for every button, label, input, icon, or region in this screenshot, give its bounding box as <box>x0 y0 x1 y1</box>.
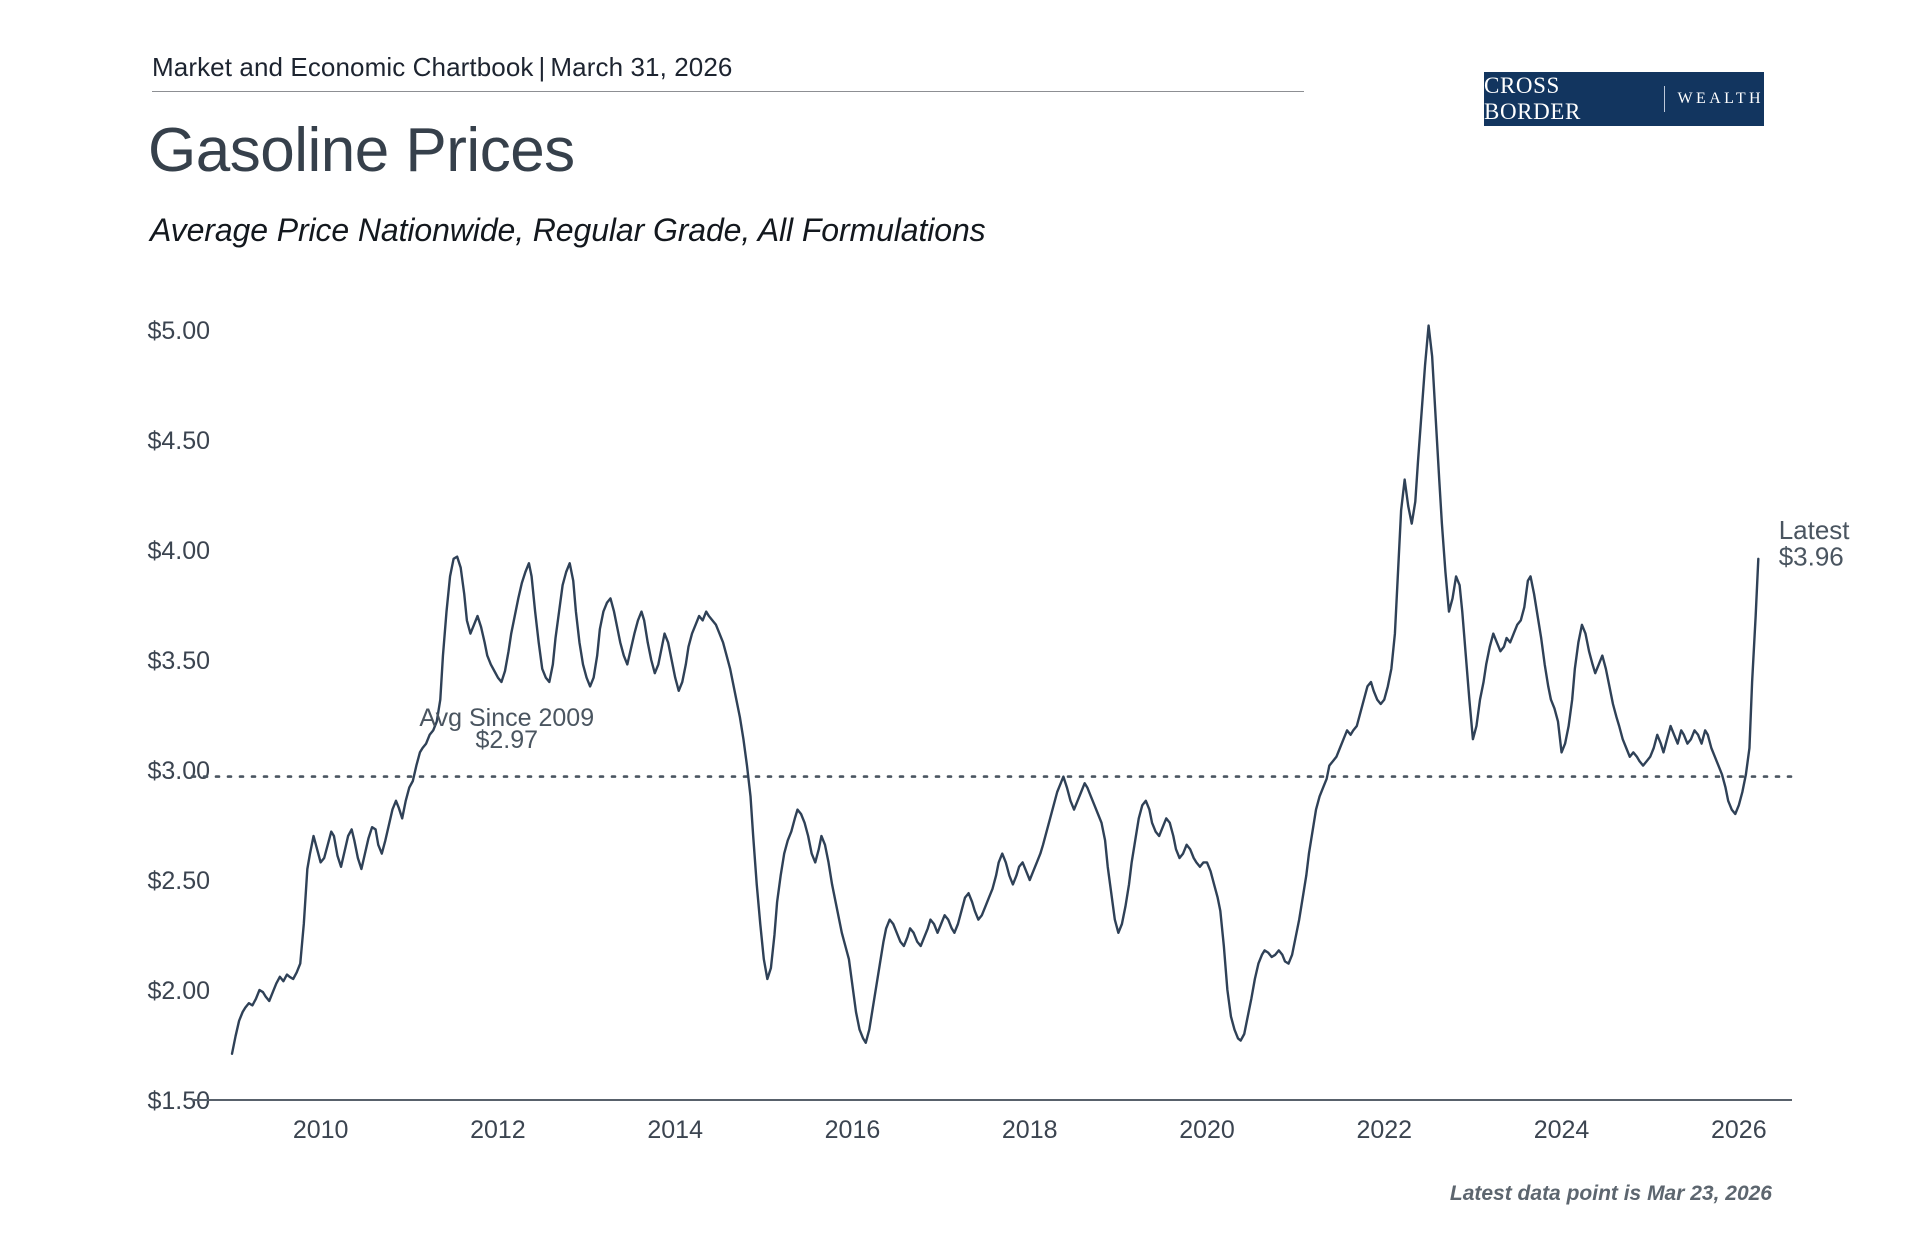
header-block: Market and Economic Chartbook | March 31, … <box>152 52 1304 92</box>
x-tick-label: 2010 <box>293 1116 349 1144</box>
y-tick-label: $4.50 <box>147 427 210 455</box>
x-tick-label: 2026 <box>1711 1116 1767 1144</box>
x-tick-label: 2022 <box>1356 1116 1412 1144</box>
x-tick-label: 2018 <box>1002 1116 1058 1144</box>
avg-since-2009-label: Avg Since 2009 <box>419 704 594 732</box>
latest-label: Latest <box>1779 515 1851 545</box>
y-tick-label: $4.00 <box>147 537 210 565</box>
y-tick-label: $3.50 <box>147 647 210 675</box>
kicker-date: March 31, 2026 <box>550 52 733 82</box>
logo-divider <box>1663 86 1665 112</box>
header-divider <box>152 91 1304 92</box>
x-axis-tick-labels: 2010 2012 2014 2016 2018 2020 2022 2024 2026 <box>293 1116 1767 1144</box>
x-tick-label: 2020 <box>1179 1116 1235 1144</box>
logo-sub-text: WEALTH <box>1677 90 1764 107</box>
company-logo: CROSS BORDER WEALTH <box>1484 72 1764 126</box>
latest-value: $3.96 <box>1779 541 1844 571</box>
avg-since-2009-value: $2.97 <box>475 726 538 754</box>
price-line-series <box>230 324 1760 1055</box>
y-axis-tick-labels: $5.00$4.50$4.00$3.50$3.00$2.50$2.00$1.50 <box>147 317 210 1115</box>
logo-inner: CROSS BORDER WEALTH <box>1484 73 1764 125</box>
y-tick-label: $5.00 <box>147 317 210 345</box>
page-title: Gasoline Prices <box>148 116 575 185</box>
x-tick-label: 2012 <box>470 1116 526 1144</box>
page-subtitle: Average Price Nationwide, Regular Grade,… <box>150 212 986 248</box>
x-tick-label: 2014 <box>647 1116 703 1144</box>
logo-main-text: CROSS BORDER <box>1484 73 1581 124</box>
x-tick-label: 2016 <box>825 1116 881 1144</box>
y-tick-label: $3.00 <box>147 757 210 785</box>
latest-data-point-note: Latest data point is Mar 23, 2026 <box>1449 1182 1772 1205</box>
kicker-title: Market and Economic Chartbook <box>152 52 534 82</box>
chartbook-kicker: Market and Economic Chartbook | March 31, … <box>152 52 1304 83</box>
kicker-separator: | <box>538 52 546 82</box>
y-tick-label: $2.00 <box>147 977 210 1005</box>
y-tick-label: $2.50 <box>147 867 210 895</box>
x-tick-label: 2024 <box>1534 1116 1590 1144</box>
